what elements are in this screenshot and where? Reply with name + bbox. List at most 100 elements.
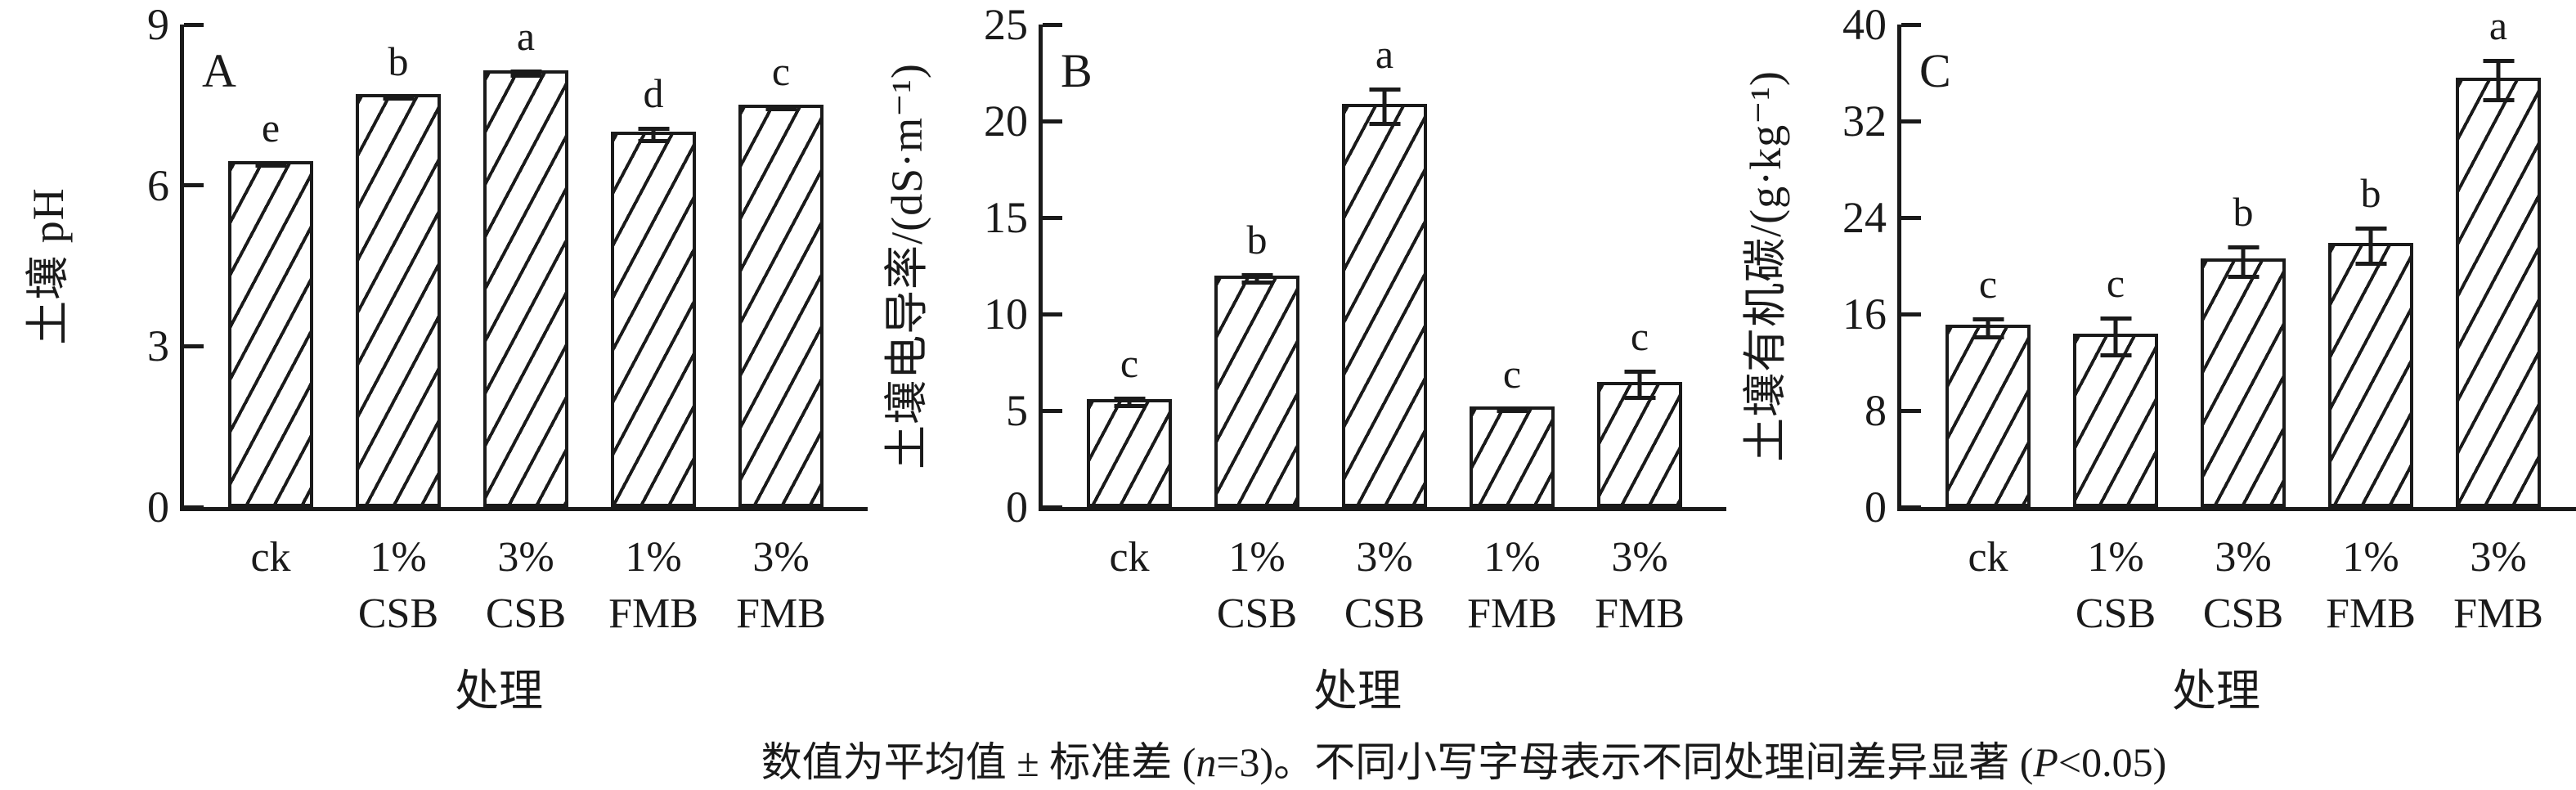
x-category-label: 3% FMB — [683, 530, 879, 642]
x-category-line: 1% — [2342, 534, 2399, 581]
y-tick — [184, 22, 204, 27]
y-tick-label: 0 — [1006, 483, 1028, 532]
x-category-label: ck — [1890, 530, 2086, 586]
error-bar — [268, 161, 273, 168]
bar-slot: c ck — [1082, 25, 1177, 581]
y-tick-label: 5 — [1006, 386, 1028, 435]
bar: a — [1342, 34, 1427, 507]
plot-area-c: C 0 8 16 24 32 40 c ck c 1% CSB b 3% CSB b 1% FMB a 3% FMB — [1842, 2, 2576, 637]
panel-c: 土壤有机碳/(g·kg⁻¹) C 0 8 16 24 32 40 c ck c 1% CSB b 3% C… — [1717, 0, 2576, 790]
significance-letter: b — [388, 38, 409, 84]
significance-letter: c — [1978, 261, 1998, 307]
plot-area-b: B 0 5 10 15 20 25 c ck b 1% CSB a 3% CSB c 1% FMB c 3% FMB — [984, 2, 1726, 637]
bar-slot: b 1% FMB — [2323, 25, 2418, 636]
significance-letter: a — [2488, 2, 2508, 49]
y-tick — [184, 343, 204, 348]
error-bar — [2241, 245, 2246, 279]
y-tick — [1043, 215, 1062, 220]
y-tick — [1901, 408, 1921, 413]
x-category-label: 1% CSB — [2017, 530, 2214, 642]
x-category-label: 3% FMB — [2400, 530, 2576, 642]
bar-slot: c ck — [1941, 25, 2035, 581]
significance-letter: b — [1246, 216, 1268, 263]
bar-slot: a 3% FMB — [2451, 5, 2546, 636]
bar-slot: a 3% CSB — [1337, 25, 1432, 637]
bar: d — [611, 73, 696, 507]
caption-italic-part: P — [2033, 739, 2058, 785]
error-bar — [523, 69, 528, 78]
x-category-line: CSB — [1344, 590, 1425, 637]
significance-letter: a — [516, 12, 536, 59]
error-bar — [1127, 396, 1132, 408]
y-tick-label: 32 — [1842, 97, 1887, 146]
bar: e — [228, 107, 313, 507]
y-axis-title-c: 土壤有机碳/(g·kg⁻¹) — [1740, 70, 1790, 462]
significance-letter: a — [1375, 31, 1394, 78]
x-category-line: 3% — [1356, 534, 1413, 581]
significance-letter: c — [771, 48, 791, 95]
x-category-label: 3% FMB — [1542, 530, 1738, 642]
caption-part: 数值为平均值 ± 标准差 ( — [761, 739, 1196, 785]
bar-slot: b 3% CSB — [2196, 25, 2291, 637]
x-category-line: ck — [1109, 534, 1150, 581]
error-bar — [396, 94, 401, 101]
y-axis-title-a: 土壤 pH — [23, 186, 73, 345]
y-tick — [1043, 408, 1062, 413]
x-category-line: 3% — [2470, 534, 2527, 581]
bar-slot: a 3% CSB — [478, 16, 573, 637]
significance-letter: e — [261, 105, 280, 151]
error-bar — [2368, 227, 2373, 266]
panel-letter-a: A — [202, 44, 236, 97]
x-category-line: 1% — [2087, 534, 2144, 581]
y-tick — [1043, 119, 1062, 123]
x-category-label: ck — [1031, 530, 1227, 586]
x-category-line: FMB — [2453, 590, 2543, 637]
error-bar — [779, 105, 783, 112]
x-category-label: 1% FMB — [1414, 530, 1610, 642]
bar-slot: b 1% CSB — [1209, 25, 1304, 637]
caption-part: <0.05) — [2058, 739, 2167, 785]
panel-b: 土壤电导率/(dS·m⁻¹) B 0 5 10 15 20 25 c ck b 1% CSB a 3% C… — [859, 0, 1726, 790]
bar-slot: c 1% FMB — [1465, 25, 1560, 637]
bar: a — [483, 16, 568, 507]
figure-caption: 数值为平均值 ± 标准差 (n=3)。不同小写字母表示不同处理间差异显著 (P<… — [0, 729, 2576, 788]
x-category-label: 3% CSB — [428, 530, 624, 642]
x-category-line: 3% — [2215, 534, 2272, 581]
y-tick-label: 0 — [1865, 483, 1887, 532]
y-tick-label: 15 — [984, 193, 1028, 242]
error-bar — [1254, 272, 1259, 285]
y-axis-title-wrap-c: 土壤有机碳/(g·kg⁻¹) — [1724, 25, 1797, 507]
significance-letter: b — [2360, 170, 2381, 217]
x-category-label: 1% CSB — [1159, 530, 1355, 642]
y-tick-label: 25 — [984, 0, 1028, 49]
bar: c — [1945, 263, 2031, 507]
error-bar — [651, 127, 656, 143]
bar-slot: c 1% CSB — [2068, 25, 2163, 637]
y-tick — [1901, 119, 1921, 123]
significance-letter: c — [2106, 259, 2125, 306]
y-tick — [1901, 22, 1921, 27]
bar: c — [2073, 263, 2158, 507]
bar: b — [2328, 173, 2413, 507]
bar: c — [738, 51, 824, 507]
x-category-line: CSB — [2075, 590, 2156, 637]
y-tick — [1901, 505, 1921, 509]
x-axis-title-a: 处理 — [455, 667, 543, 716]
x-category-line: 1% — [625, 534, 682, 581]
x-category-label: 3% CSB — [1286, 530, 1483, 642]
x-category-line: 3% — [1611, 534, 1668, 581]
y-tick-label: 3 — [147, 321, 169, 371]
y-tick — [184, 183, 204, 188]
x-category-line: 1% — [370, 534, 427, 581]
y-tick-label: 9 — [147, 0, 169, 49]
y-tick — [1043, 22, 1062, 27]
x-axis-title-b: 处理 — [1313, 667, 1402, 716]
y-tick — [1043, 312, 1062, 316]
x-category-line: ck — [1968, 534, 2008, 581]
x-category-line: FMB — [736, 590, 826, 637]
error-bar — [2496, 59, 2501, 103]
x-category-line: 1% — [1228, 534, 1286, 581]
bar: b — [356, 41, 441, 507]
bar-slot: c 3% FMB — [1592, 25, 1687, 637]
